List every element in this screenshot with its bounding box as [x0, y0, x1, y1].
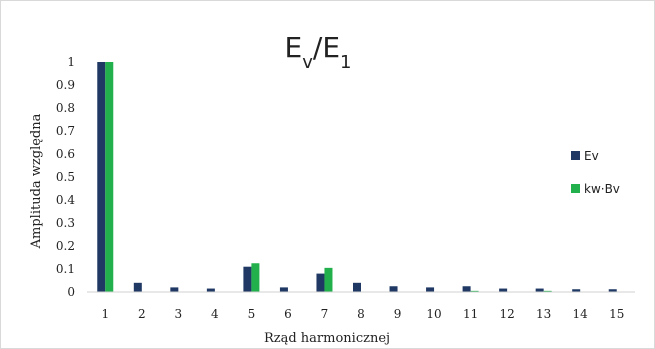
bar-ev: [279, 287, 288, 292]
x-tick-label: 4: [211, 307, 219, 321]
title-subscript-2: 1: [340, 52, 351, 73]
x-tick-label: 14: [573, 307, 589, 321]
legend-label: Ev: [584, 149, 599, 163]
bar-kwbv: [543, 290, 552, 292]
title-subscript-1: v: [302, 52, 313, 73]
x-tick-label: 8: [357, 307, 365, 321]
bar-ev: [97, 62, 106, 292]
y-tick-label: 1: [67, 55, 75, 69]
bar-kwbv: [324, 267, 333, 292]
legend: Ev kw·Bv: [571, 149, 620, 196]
title-mid: /E: [313, 31, 340, 64]
y-tick-label: 0.9: [56, 78, 75, 92]
x-tick-label: 9: [394, 307, 402, 321]
bar-ev: [572, 289, 581, 292]
bar-ev: [462, 286, 471, 292]
bar-ev: [608, 289, 617, 292]
bar-ev: [316, 273, 325, 292]
x-tick-label: 1: [101, 307, 109, 321]
bar-ev: [499, 288, 508, 292]
bar-kwbv: [251, 263, 260, 292]
x-tick-label: 13: [536, 307, 551, 321]
y-axis-title: Amplituda względna: [29, 113, 44, 249]
x-tick-label: 7: [321, 307, 329, 321]
y-tick-label: 0.7: [56, 124, 75, 138]
y-tick-label: 0.1: [56, 262, 75, 276]
x-tick-label: 11: [463, 307, 478, 321]
y-tick-label: 0.4: [56, 193, 75, 207]
x-axis-title: Rząd harmonicznej: [264, 331, 390, 346]
y-tick-label: 0.5: [56, 170, 75, 184]
x-tick-label: 10: [426, 307, 441, 321]
x-tick-labels: 1 2 3 4 5 6 7 8 9 10 11 12 13 14 15: [101, 307, 624, 321]
x-tick-label: 2: [138, 307, 146, 321]
bar-ev: [243, 266, 252, 292]
x-tick-label: 6: [284, 307, 292, 321]
bar-kwbv: [470, 290, 479, 292]
bar-ev: [133, 282, 142, 292]
bar-ev: [206, 288, 215, 292]
y-tick-label: 0.8: [56, 101, 75, 115]
y-tick-label: 0.6: [56, 147, 75, 161]
x-tick-label: 3: [175, 307, 183, 321]
y-tick-label: 0.2: [56, 239, 75, 253]
bar-ev: [535, 288, 544, 292]
bar-kwbv: [105, 62, 114, 292]
title-main: E: [285, 31, 303, 64]
bars: [97, 62, 617, 292]
bar-ev: [353, 282, 361, 292]
bar-ev: [389, 286, 398, 292]
x-tick-label: 5: [248, 307, 256, 321]
legend-label: kw·Bv: [584, 182, 620, 196]
legend-swatch: [571, 151, 580, 160]
y-tick-label: 0.3: [56, 216, 75, 230]
bar-ev: [426, 287, 435, 292]
chart-title: Ev/E1: [285, 31, 352, 73]
y-tick-label: 0: [67, 285, 75, 299]
legend-swatch: [571, 184, 580, 193]
y-tick-labels: 0 0.1 0.2 0.3 0.4 0.5 0.6 0.7 0.8 0.9 1: [56, 55, 75, 299]
bar-ev: [170, 287, 179, 292]
x-tick-label: 15: [609, 307, 624, 321]
x-tick-label: 12: [499, 307, 514, 321]
